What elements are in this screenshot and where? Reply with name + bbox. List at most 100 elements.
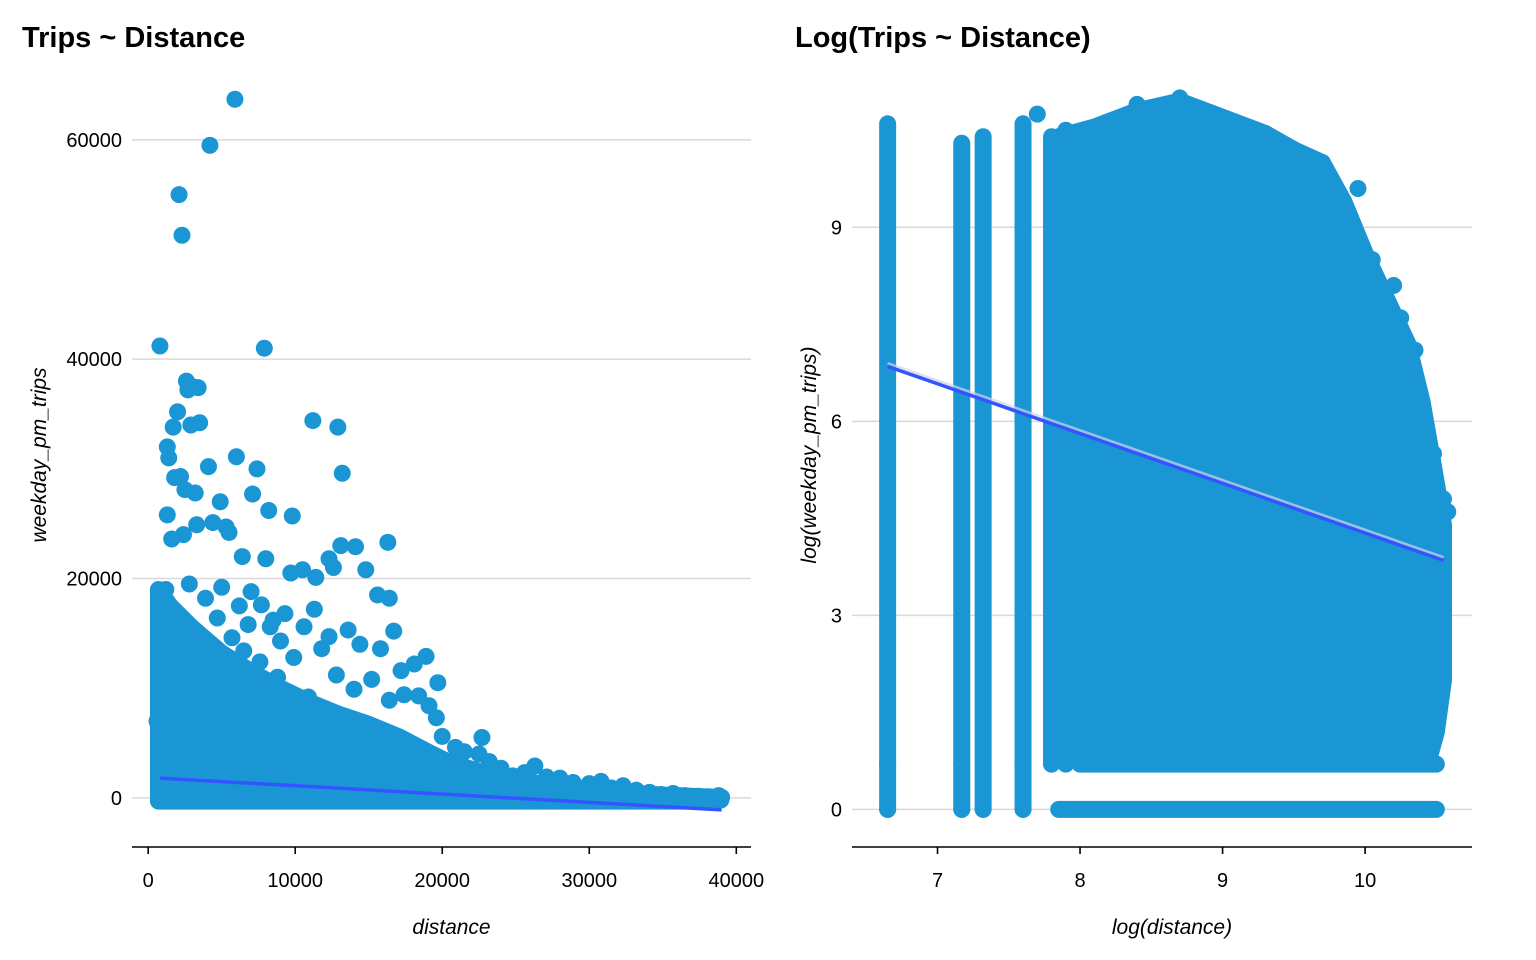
left-point xyxy=(332,537,350,555)
right-point xyxy=(1107,115,1125,133)
left-point xyxy=(185,659,203,677)
left-point xyxy=(244,485,262,503)
right-point xyxy=(1427,639,1445,657)
left-point xyxy=(220,523,238,541)
left-point xyxy=(227,448,245,466)
right-x-tick-label: 8 xyxy=(1074,870,1085,892)
left-point xyxy=(211,493,229,511)
left-point xyxy=(160,449,178,467)
left-y-tick-label: 20000 xyxy=(66,569,122,591)
right-point xyxy=(1349,179,1367,197)
left-x-tick-label: 40000 xyxy=(708,870,764,892)
left-point xyxy=(154,657,172,675)
left-point xyxy=(191,414,209,432)
left-point xyxy=(172,468,190,486)
right-point xyxy=(1425,445,1443,463)
left-axes: 0 20000 40000 60000 0 10000 20000 30000 40000 dis… xyxy=(28,130,764,939)
right-confidence-band xyxy=(887,361,1444,559)
right-point xyxy=(1427,690,1445,708)
left-point xyxy=(374,727,392,745)
right-point xyxy=(1057,121,1075,139)
right-point xyxy=(879,800,897,818)
left-point xyxy=(214,679,232,697)
left-point xyxy=(307,568,325,586)
left-point xyxy=(614,777,632,795)
left-point xyxy=(417,647,435,665)
right-point xyxy=(1043,755,1061,773)
left-point xyxy=(269,668,287,686)
left-point xyxy=(148,712,166,730)
left-regression-line xyxy=(159,776,722,812)
left-point xyxy=(327,666,345,684)
left-point xyxy=(188,516,206,534)
right-point xyxy=(1434,490,1452,508)
right-x-axis-label: log(distance) xyxy=(1112,916,1232,939)
right-x-tick-label: 7 xyxy=(932,870,943,892)
left-point xyxy=(198,705,216,723)
right-point xyxy=(953,755,971,773)
right-point xyxy=(953,800,971,818)
right-point xyxy=(1385,277,1403,295)
left-point xyxy=(713,788,731,806)
right-point xyxy=(1406,341,1424,359)
right-y-tick-label: 3 xyxy=(831,605,842,627)
left-point xyxy=(164,604,182,622)
left-point xyxy=(392,662,410,680)
right-point xyxy=(1413,393,1431,411)
left-point xyxy=(333,464,351,482)
right-point xyxy=(1028,105,1046,123)
right-y-tick-label: 6 xyxy=(831,411,842,433)
right-point xyxy=(1214,115,1232,133)
right-chart-title: Log(Trips ~ Distance) xyxy=(795,22,1091,54)
left-point xyxy=(427,709,445,727)
left-points xyxy=(148,90,731,810)
left-point xyxy=(551,769,569,787)
left-point xyxy=(283,507,301,525)
left-point xyxy=(455,743,473,761)
right-axes: 0 3 6 9 7 8 9 10 log(distance) log(weekday_pm_tri… xyxy=(798,217,1472,939)
right-point xyxy=(1392,309,1410,327)
left-point xyxy=(251,653,269,671)
left-point xyxy=(346,538,364,556)
right-point xyxy=(879,755,897,773)
left-point xyxy=(380,691,398,709)
left-point xyxy=(230,597,248,615)
right-dense-point-cloud xyxy=(1050,92,1452,767)
left-point xyxy=(226,90,244,108)
left-point xyxy=(295,618,313,636)
left-point xyxy=(285,648,303,666)
left-point xyxy=(169,403,187,421)
left-y-tick-label: 60000 xyxy=(66,130,122,152)
left-point xyxy=(169,674,187,692)
left-fit-line xyxy=(159,776,722,812)
left-point xyxy=(174,526,192,544)
left-x-tick-label: 20000 xyxy=(414,870,470,892)
right-regression-line xyxy=(887,364,1445,563)
left-point xyxy=(248,460,266,478)
left-point xyxy=(304,412,322,430)
left-point xyxy=(329,418,347,436)
left-point xyxy=(235,642,253,660)
left-point xyxy=(345,722,363,740)
left-point xyxy=(351,635,369,653)
right-point xyxy=(1171,89,1189,107)
left-point xyxy=(272,632,290,650)
left-y-axis-label: weekday_pm_trips xyxy=(28,367,51,543)
right-y-axis-label: log(weekday_pm_trips) xyxy=(798,346,821,563)
left-point xyxy=(429,674,447,692)
left-point xyxy=(316,709,334,727)
left-point xyxy=(395,686,413,704)
right-point xyxy=(1430,600,1448,618)
left-point xyxy=(313,640,331,658)
left-point xyxy=(538,768,556,786)
left-point xyxy=(172,718,190,736)
left-point xyxy=(242,583,260,601)
right-x-tick-label: 10 xyxy=(1354,870,1376,892)
left-point xyxy=(197,589,215,607)
left-point xyxy=(201,136,219,154)
right-fit-line xyxy=(887,361,1445,563)
right-points xyxy=(879,89,1457,818)
right-y-tick-label: 9 xyxy=(831,217,842,239)
